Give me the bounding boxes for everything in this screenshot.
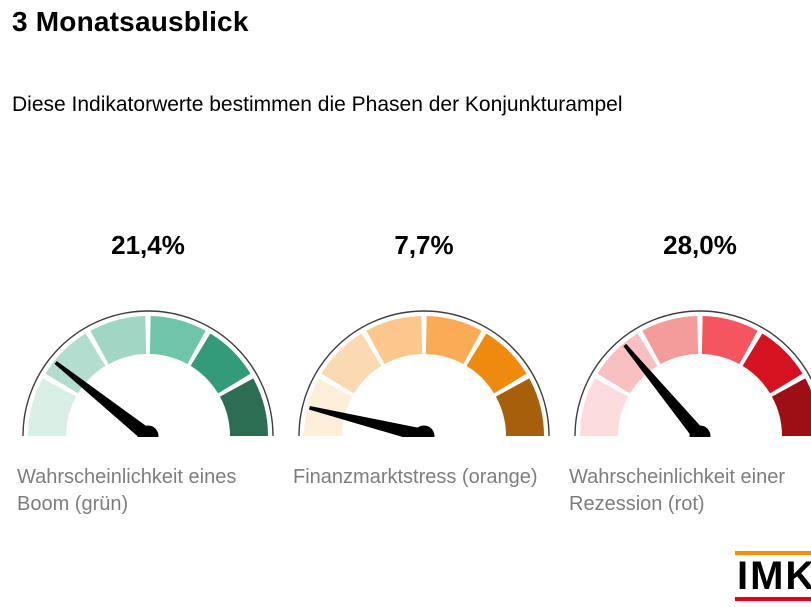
gauge: 28,0% Wahrscheinlichkeit einer Rezession…	[562, 230, 811, 600]
gauge-needle-hub	[137, 425, 159, 437]
gauge-needle	[54, 361, 153, 437]
gauge-segment	[321, 333, 382, 394]
gauge: 7,7% Finanzmarktstress (orange)	[286, 230, 562, 600]
gauge-segment	[90, 316, 147, 365]
gauge-segment	[495, 378, 544, 436]
gauge-segment	[597, 333, 658, 394]
gauge-segment	[28, 378, 77, 436]
imk-logo: IMK	[735, 551, 811, 601]
gauge-segment	[742, 333, 803, 394]
gauge-dial	[298, 310, 550, 437]
gauge-segment	[701, 316, 758, 365]
gauge-label: Wahrscheinlichkeit einer Rezession (rot)	[569, 466, 786, 515]
gauge-needle-hub	[689, 425, 711, 437]
gauge-needle	[623, 343, 706, 437]
gauge-outline-arc	[22, 310, 274, 437]
logo-text: IMK	[737, 554, 811, 598]
gauge: 21,4% Wahrscheinlichkeit eines Boom (grü…	[10, 230, 286, 600]
gauge-segment	[642, 316, 699, 365]
page-subtitle: Diese Indikatorwerte bestimmen die Phase…	[12, 93, 623, 116]
gauge-outline-arc	[298, 310, 550, 437]
gauge-dial	[22, 310, 274, 437]
gauge-segment	[580, 378, 629, 436]
gauge-label: Finanzmarktstress (orange)	[293, 466, 538, 488]
gauge-segment	[366, 316, 423, 365]
gauge-segment	[149, 316, 206, 365]
gauge-outline-arc	[574, 310, 811, 437]
gauge-segment	[45, 333, 106, 394]
gauge-segment	[304, 378, 353, 436]
gauge-segment	[425, 316, 482, 365]
logo-bottom-bar	[735, 597, 811, 601]
gauge-value: 28,0%	[663, 230, 737, 260]
gauge-segment	[219, 378, 268, 436]
gauge-value: 21,4%	[111, 230, 185, 260]
gauge-segment	[466, 333, 527, 394]
page-title: 3 Monatsausblick	[12, 6, 249, 37]
gauge-segment	[190, 333, 251, 394]
logo-top-bar	[735, 551, 811, 555]
gauge-segment	[771, 378, 811, 436]
gauge-needle-hub	[413, 425, 435, 437]
gauge-needle	[309, 405, 426, 437]
gauge-dial	[574, 310, 811, 437]
gauge-value: 7,7%	[394, 230, 454, 260]
gauge-label: Wahrscheinlichkeit eines Boom (grün)	[17, 466, 237, 515]
